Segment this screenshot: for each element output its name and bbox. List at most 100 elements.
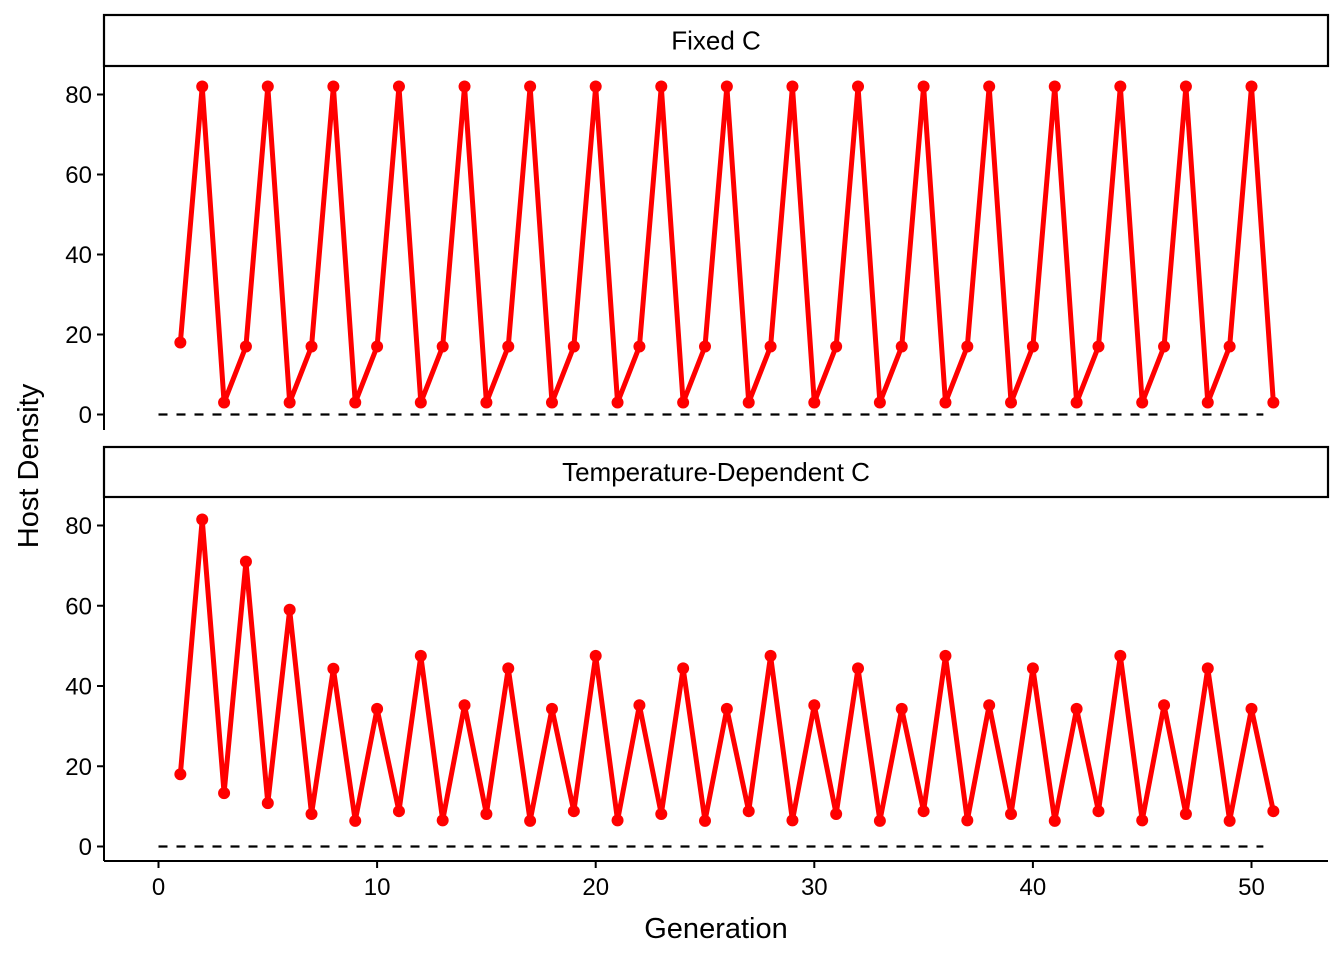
data-point (1201, 396, 1214, 409)
data-point (589, 80, 602, 93)
data-point (436, 814, 449, 827)
data-point (764, 340, 777, 353)
data-point (174, 336, 187, 349)
data-point (1114, 649, 1127, 662)
y-tick-label: 40 (65, 242, 92, 269)
data-point (1005, 807, 1018, 820)
x-tick-label: 50 (1238, 874, 1265, 901)
data-point (305, 807, 318, 820)
data-point (545, 396, 558, 409)
x-tick-label: 10 (364, 874, 391, 901)
panel-1: Fixed C 0 20 40 60 80 (65, 13, 1330, 430)
data-point (983, 80, 996, 93)
data-point (961, 814, 974, 827)
data-point (1026, 340, 1039, 353)
data-point (1070, 702, 1083, 715)
panel-2: Temperature-Dependent C 0 20 40 60 80 0 10 20 30 4… (65, 445, 1330, 901)
data-point (742, 805, 755, 818)
data-point (830, 807, 843, 820)
data-point (436, 340, 449, 353)
data-point (502, 662, 515, 675)
data-point (1223, 340, 1236, 353)
x-axis-title: Generation (644, 913, 788, 945)
data-point (852, 80, 865, 93)
data-point (983, 699, 996, 712)
data-point (1026, 662, 1039, 675)
y-tick-label: 0 (79, 834, 92, 861)
data-point (1179, 80, 1192, 93)
data-point (524, 814, 537, 827)
data-point (414, 649, 427, 662)
data-point (677, 662, 690, 675)
data-point (939, 649, 952, 662)
data-point (567, 805, 580, 818)
data-point (261, 80, 274, 93)
data-point (852, 662, 865, 675)
data-point (699, 340, 711, 353)
data-point (808, 396, 821, 409)
panel-strip (102, 445, 1330, 499)
data-point (327, 80, 340, 93)
data-point (239, 340, 252, 353)
data-point (699, 814, 711, 827)
data-point (917, 80, 930, 93)
data-point (786, 80, 799, 93)
data-point (720, 80, 733, 93)
data-point (830, 340, 843, 353)
data-point (1114, 80, 1127, 93)
x-tick-label: 0 (152, 874, 165, 901)
data-point (196, 513, 209, 526)
data-point (1092, 805, 1105, 818)
data-point (1267, 396, 1280, 409)
data-point (567, 340, 580, 353)
x-tick-label: 30 (801, 874, 828, 901)
data-point (524, 80, 537, 93)
data-point (239, 555, 252, 568)
data-point (392, 80, 405, 93)
y-axis-title: Host Density (13, 383, 45, 548)
panel-title: Fixed C (671, 26, 761, 56)
data-point (1245, 80, 1258, 93)
y-tick-label: 80 (65, 82, 92, 109)
data-point (1048, 80, 1061, 93)
data-point (218, 396, 231, 409)
y-tick-label: 60 (65, 162, 92, 189)
data-point (895, 340, 908, 353)
data-point (655, 807, 668, 820)
data-point (611, 396, 624, 409)
data-point (545, 702, 558, 715)
data-point (349, 814, 362, 827)
data-point (1158, 340, 1171, 353)
data-point (589, 649, 602, 662)
data-point (371, 702, 384, 715)
data-point (283, 603, 296, 616)
data-point (611, 814, 624, 827)
data-point (720, 702, 733, 715)
data-point (371, 340, 384, 353)
data-point (196, 80, 209, 93)
y-tick-label: 20 (65, 322, 92, 349)
y-tick-label: 40 (65, 674, 92, 701)
data-point (1201, 662, 1214, 675)
data-point (283, 396, 296, 409)
data-point (655, 80, 668, 93)
data-point (633, 340, 646, 353)
y-tick-label: 60 (65, 593, 92, 620)
data-point (305, 340, 318, 353)
data-point (458, 80, 471, 93)
data-point (873, 814, 886, 827)
data-point (1245, 702, 1258, 715)
data-point (1070, 396, 1083, 409)
data-point (742, 396, 755, 409)
chart-panels: Fixed C 0 20 40 60 80 Temperature-Dependent C 0… (65, 13, 1330, 901)
data-point (1136, 814, 1149, 827)
data-point (939, 396, 952, 409)
data-point (808, 699, 821, 712)
data-point (895, 702, 908, 715)
y-tick-label: 20 (65, 754, 92, 781)
data-point (480, 396, 493, 409)
data-point (677, 396, 690, 409)
data-point (1158, 699, 1171, 712)
data-point (502, 340, 515, 353)
